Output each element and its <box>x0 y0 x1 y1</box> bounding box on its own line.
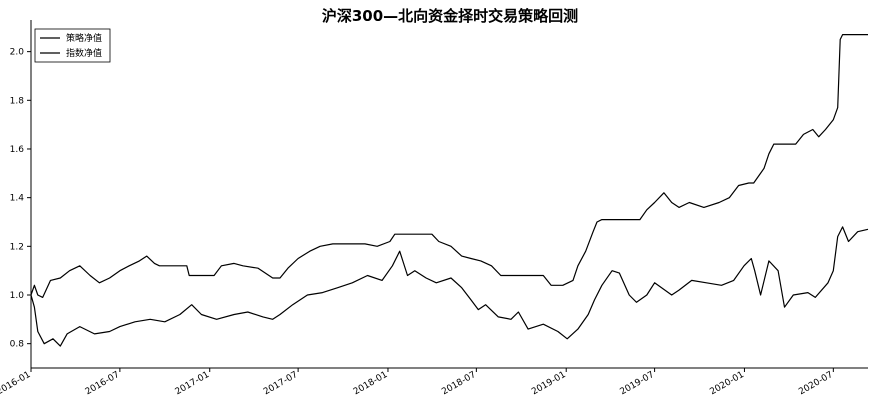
chart-title: 沪深300—北向资金择时交易策略回测 <box>322 7 578 25</box>
x-tick-label: 2020-01 <box>708 370 746 397</box>
x-tick-label: 2019-07 <box>619 370 657 397</box>
y-tick-label: 1.0 <box>10 291 25 301</box>
legend-label-index: 指数净值 <box>66 47 102 59</box>
series-line-index <box>30 226 869 347</box>
series-line-strategy <box>30 34 868 298</box>
x-tick-label: 2016-01 <box>0 370 33 397</box>
y-ticks: 0.8 1.0 1.2 1.4 1.6 1.8 2.0 <box>10 48 31 350</box>
legend: 策略净值 指数净值 <box>34 28 111 63</box>
x-tick-label: 2019-01 <box>530 370 568 397</box>
x-tick-label: 2017-07 <box>262 370 300 397</box>
y-tick-label: 1.6 <box>10 145 25 155</box>
legend-label-strategy: 策略净值 <box>66 32 102 44</box>
y-tick-label: 1.2 <box>10 242 24 252</box>
x-tick-label: 2017-01 <box>174 370 212 397</box>
axes <box>30 20 868 369</box>
y-tick-label: 1.4 <box>10 194 25 204</box>
legend-box <box>34 28 111 63</box>
y-tick-label: 2.0 <box>10 48 25 58</box>
x-ticks: 2016-01 2016-07 2017-01 2017-07 2018-01 2018-… <box>0 368 835 397</box>
y-tick-label: 1.8 <box>10 96 25 106</box>
x-tick-label: 2020-07 <box>797 370 835 397</box>
x-tick-label: 2018-07 <box>440 370 478 397</box>
x-tick-label: 2018-01 <box>352 370 390 397</box>
series-layer <box>30 34 869 347</box>
y-tick-label: 0.8 <box>10 340 25 350</box>
x-tick-label: 2016-07 <box>84 370 122 397</box>
